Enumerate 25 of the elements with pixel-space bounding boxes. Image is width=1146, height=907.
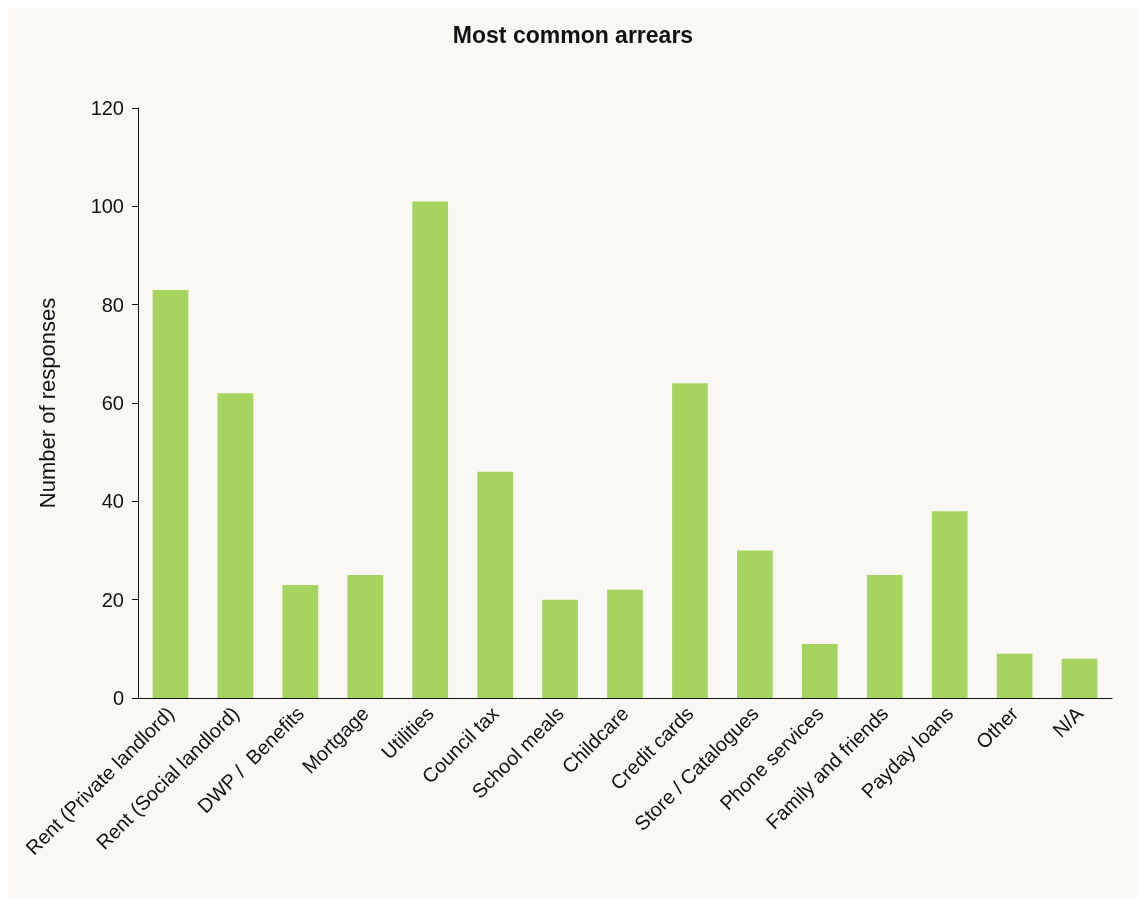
bar: [412, 201, 449, 698]
chart-title: Most common arrears: [452, 21, 694, 48]
y-axis-title: Number of responses: [34, 297, 60, 509]
y-tick-label: 80: [101, 293, 124, 316]
y-tick-label: 40: [101, 490, 124, 513]
bar: [672, 383, 708, 698]
bar: [282, 584, 319, 698]
bar: [737, 550, 773, 698]
bar: [801, 643, 838, 698]
bar: [347, 575, 384, 698]
bar: [996, 653, 1033, 698]
y-tick-label: 60: [101, 392, 124, 414]
bar: [607, 589, 643, 698]
bar: [217, 393, 254, 698]
y-tick-label: 100: [90, 195, 124, 218]
y-tick-label: 0: [112, 687, 124, 709]
bar: [542, 599, 578, 698]
bar: [1061, 658, 1098, 698]
x-tick-label: N/A: [1048, 701, 1088, 742]
y-tick-label: 120: [90, 97, 124, 119]
bar: [866, 575, 903, 698]
y-tick-label: 20: [101, 588, 124, 611]
bar: [477, 471, 513, 698]
bar: [931, 511, 968, 698]
bar: [152, 289, 189, 698]
